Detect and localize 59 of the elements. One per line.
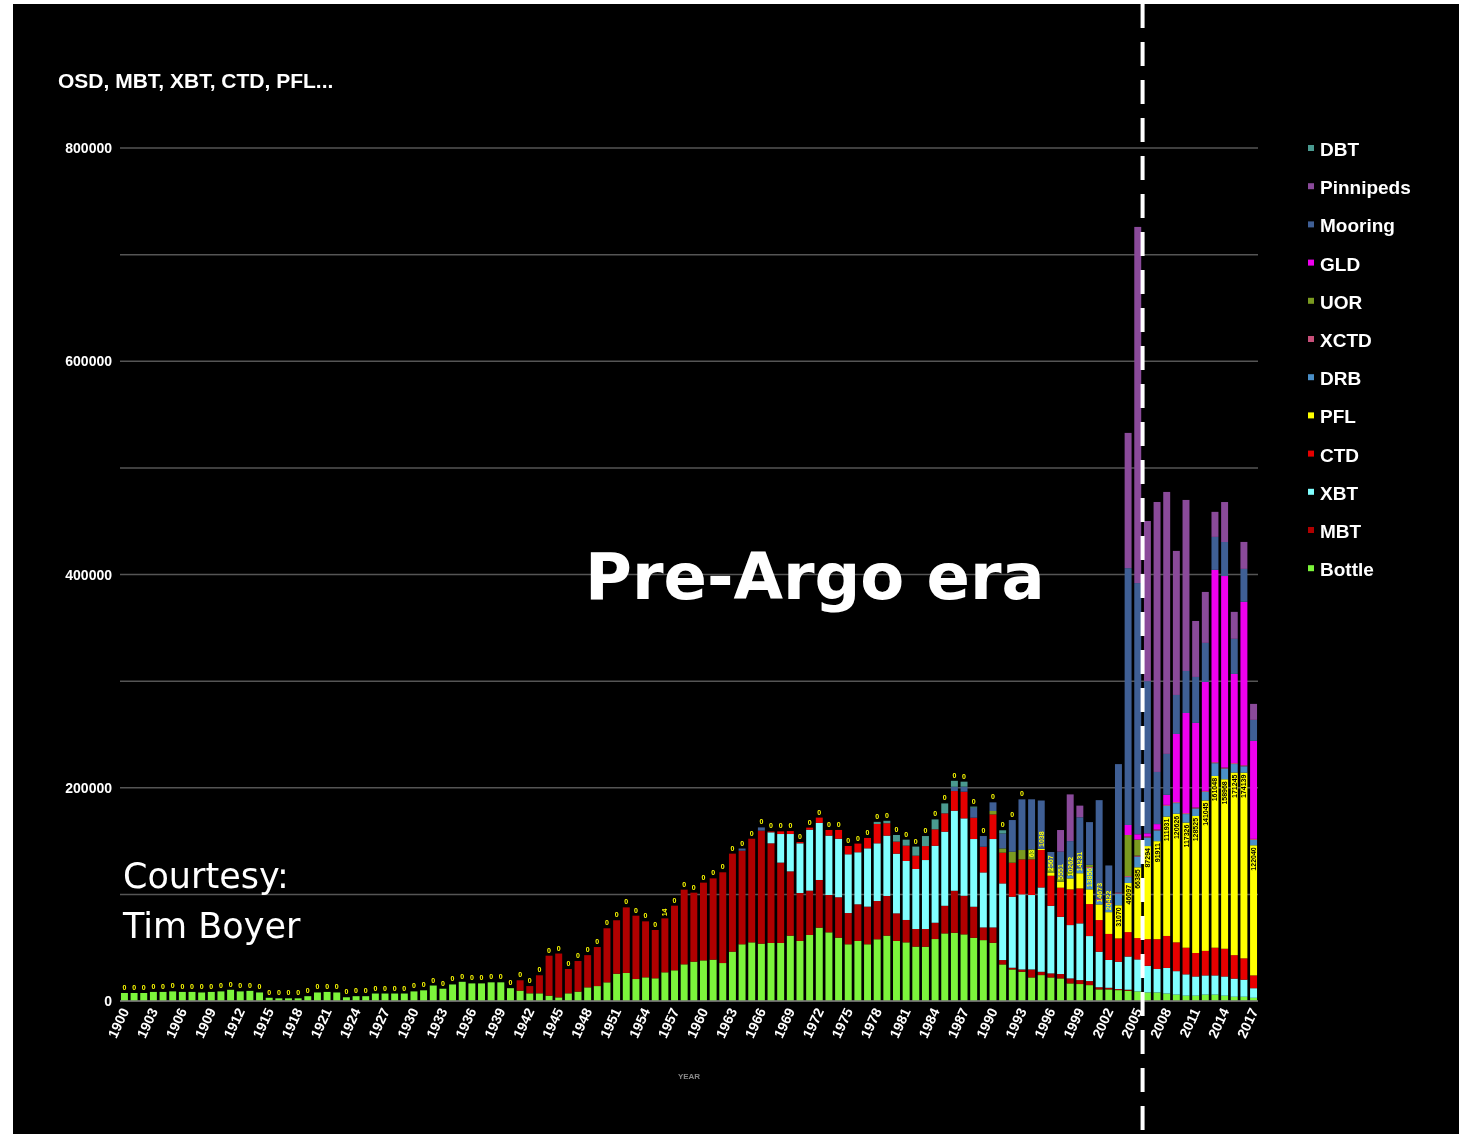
legend-label: MBT [1320,521,1362,543]
legend-label: Mooring [1320,215,1395,237]
x-tick-label: 1984 [915,1005,943,1041]
legend-label: XCTD [1320,330,1372,352]
x-tick-label: 1918 [278,1005,306,1041]
x-tick-label: 1915 [249,1005,277,1041]
legend-label: DBT [1320,139,1360,161]
x-tick-label: 1951 [596,1005,625,1041]
y-tick-label: 800000 [65,140,113,156]
legend-label: DRB [1320,368,1362,390]
legend-label: Pinnipeds [1320,177,1411,199]
x-tick-label: 1921 [307,1005,335,1041]
legend-label: CTD [1320,444,1360,466]
x-tick-label: 1969 [770,1005,799,1041]
x-tick-label: 1939 [480,1005,509,1041]
x-tick-label: 1990 [973,1005,1001,1041]
x-tick-label: 1912 [220,1005,249,1041]
x-tick-label: 1942 [509,1005,538,1041]
annotation: Pre-Argo era [585,540,1045,614]
legend-label: XBT [1320,482,1359,504]
x-tick-label: 2002 [1088,1005,1117,1041]
x-tick-label: 1909 [191,1005,220,1041]
x-tick-label: 1972 [799,1005,828,1041]
y-tick-label: 400000 [65,566,113,583]
x-tick-label: 1957 [654,1005,683,1041]
x-tick-label: 2017 [1233,1005,1262,1041]
legend-label: Bottle [1320,559,1374,581]
legend-label: UOR [1320,291,1363,313]
x-tick-label: 1993 [1002,1005,1030,1041]
x-tick-label: 1906 [162,1005,191,1041]
x-tick-label: 1978 [857,1005,885,1041]
x-tick-label: 1930 [394,1005,422,1041]
x-tick-label: 1903 [133,1005,162,1041]
x-tick-label: 1963 [712,1005,741,1041]
legend-label: PFL [1320,406,1357,428]
x-tick-label: 1954 [625,1005,654,1041]
x-tick-label: 1960 [683,1005,712,1041]
x-tick-label: 1948 [567,1005,596,1041]
x-tick-label: 1996 [1030,1005,1059,1041]
x-tick-label: 1975 [828,1005,857,1041]
legend-label: GLD [1320,253,1361,275]
x-tick-label: 1945 [538,1005,567,1041]
x-tick-label: 1987 [944,1005,972,1041]
chart-title: OSD, MBT, XBT, CTD, PFL... [58,69,334,92]
x-tick-label: 1927 [365,1005,393,1041]
x-tick-label: 2008 [1146,1005,1175,1041]
x-tick-label: 1999 [1059,1005,1088,1041]
x-tick-label: 1933 [422,1005,451,1041]
x-tick-label: 2014 [1204,1005,1233,1041]
x-tick-label: 1981 [886,1005,914,1041]
x-tick-label: 1936 [451,1005,480,1041]
y-tick-label: 200000 [65,779,113,796]
x-tick-label: 2005 [1117,1005,1146,1041]
x-tick-label: 1924 [336,1005,364,1041]
annotation: Courtesy: Tim Boyer [122,856,301,946]
x-axis-title: YEAR [677,1072,701,1081]
y-tick-label: 600000 [65,353,113,370]
x-tick-label: 1966 [741,1005,770,1041]
x-tick-label: 2011 [1176,1005,1204,1040]
